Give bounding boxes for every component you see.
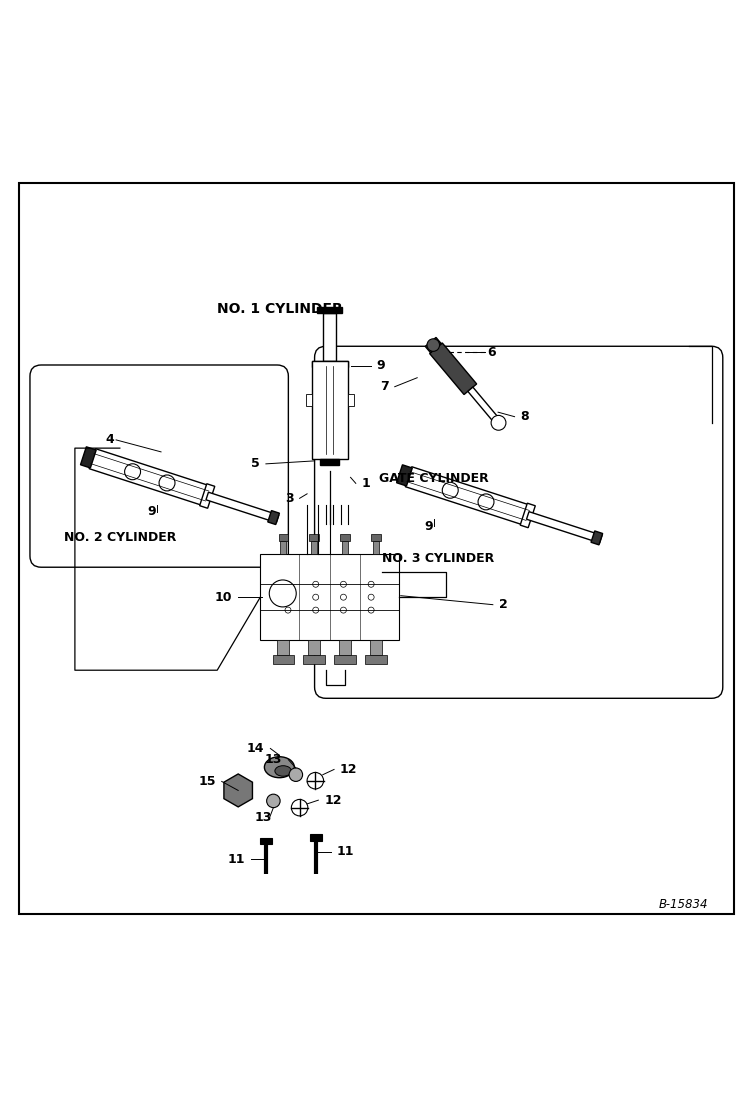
Bar xyxy=(310,834,322,840)
Bar xyxy=(277,641,289,655)
Circle shape xyxy=(369,607,374,613)
Circle shape xyxy=(267,794,280,807)
Circle shape xyxy=(270,580,297,607)
Circle shape xyxy=(285,581,291,587)
Polygon shape xyxy=(80,446,96,468)
Text: 11: 11 xyxy=(337,846,354,858)
Circle shape xyxy=(285,607,291,613)
Polygon shape xyxy=(468,387,501,425)
Bar xyxy=(334,655,356,664)
Text: 7: 7 xyxy=(380,381,389,393)
Ellipse shape xyxy=(264,757,294,778)
Ellipse shape xyxy=(275,766,291,777)
Circle shape xyxy=(478,494,494,510)
Text: B-15834: B-15834 xyxy=(658,897,708,911)
Polygon shape xyxy=(405,466,531,525)
Bar xyxy=(303,655,325,664)
Circle shape xyxy=(341,607,346,613)
Text: 5: 5 xyxy=(251,457,260,471)
Text: 8: 8 xyxy=(521,410,530,423)
Polygon shape xyxy=(591,531,603,545)
Bar xyxy=(261,554,398,641)
Circle shape xyxy=(427,339,440,351)
Bar xyxy=(320,459,339,465)
Bar xyxy=(323,313,336,361)
Polygon shape xyxy=(268,510,279,524)
Text: 11: 11 xyxy=(228,852,245,866)
Text: 3: 3 xyxy=(285,491,294,505)
Text: NO. 3 CYLINDER: NO. 3 CYLINDER xyxy=(382,552,494,565)
Text: NO. 1 CYLINDER: NO. 1 CYLINDER xyxy=(217,302,343,316)
Bar xyxy=(339,641,351,655)
Bar xyxy=(348,394,354,406)
Circle shape xyxy=(442,483,458,498)
Bar xyxy=(273,655,294,664)
Text: GATE CYLINDER: GATE CYLINDER xyxy=(379,473,489,485)
Polygon shape xyxy=(89,449,210,506)
Text: 12: 12 xyxy=(324,793,342,806)
Circle shape xyxy=(313,581,319,587)
Polygon shape xyxy=(224,774,252,807)
Text: 13: 13 xyxy=(265,754,282,766)
Circle shape xyxy=(313,595,319,600)
Polygon shape xyxy=(200,484,215,508)
Bar xyxy=(279,534,288,541)
Circle shape xyxy=(159,475,175,491)
Circle shape xyxy=(313,607,319,613)
Polygon shape xyxy=(425,338,441,353)
Text: 14: 14 xyxy=(247,742,264,755)
Text: 2: 2 xyxy=(499,598,508,611)
Text: 4: 4 xyxy=(106,433,115,446)
Bar xyxy=(306,394,312,406)
Text: 15: 15 xyxy=(198,774,216,788)
Bar xyxy=(371,534,380,541)
Bar xyxy=(370,641,382,655)
Circle shape xyxy=(307,772,324,789)
Polygon shape xyxy=(397,465,412,486)
Bar xyxy=(308,641,320,655)
Circle shape xyxy=(124,464,141,479)
Circle shape xyxy=(491,416,506,430)
Bar xyxy=(260,838,272,845)
Text: 9: 9 xyxy=(424,520,433,532)
FancyBboxPatch shape xyxy=(315,347,723,699)
Text: 12: 12 xyxy=(340,762,357,776)
Text: 6: 6 xyxy=(487,346,496,359)
Bar xyxy=(340,534,350,541)
Bar xyxy=(312,361,348,367)
Circle shape xyxy=(369,581,374,587)
Circle shape xyxy=(285,595,291,600)
Circle shape xyxy=(341,595,346,600)
Circle shape xyxy=(369,595,374,600)
FancyBboxPatch shape xyxy=(30,365,288,567)
Polygon shape xyxy=(527,511,602,543)
Text: 9: 9 xyxy=(377,359,386,372)
Polygon shape xyxy=(521,504,536,528)
Text: NO. 2 CYLINDER: NO. 2 CYLINDER xyxy=(64,531,176,544)
Bar xyxy=(342,541,348,554)
Text: 10: 10 xyxy=(215,590,232,603)
Text: 9: 9 xyxy=(147,506,156,518)
Polygon shape xyxy=(206,493,279,522)
Circle shape xyxy=(341,581,346,587)
Bar xyxy=(318,307,342,313)
Bar xyxy=(311,541,317,554)
Polygon shape xyxy=(430,343,476,395)
Bar xyxy=(280,541,286,554)
Bar xyxy=(365,655,386,664)
Bar xyxy=(312,361,348,459)
Text: 1: 1 xyxy=(362,477,371,490)
Bar xyxy=(309,534,319,541)
Circle shape xyxy=(289,768,303,781)
Bar xyxy=(373,541,379,554)
Circle shape xyxy=(291,800,308,816)
Text: 13: 13 xyxy=(255,811,273,824)
